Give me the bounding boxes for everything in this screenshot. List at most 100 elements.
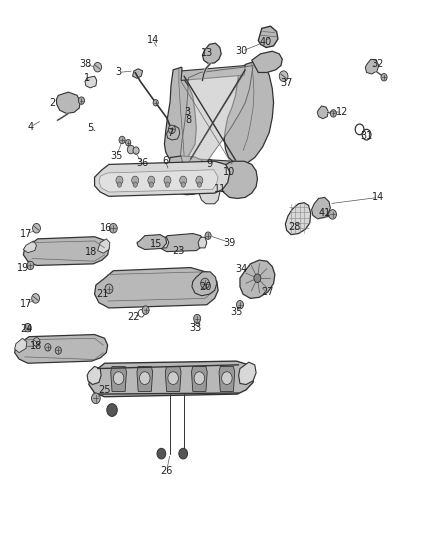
Circle shape	[32, 294, 39, 303]
Text: 13: 13	[201, 48, 213, 58]
Polygon shape	[198, 237, 207, 248]
Circle shape	[105, 284, 113, 294]
Text: 17: 17	[20, 229, 32, 239]
Circle shape	[237, 301, 244, 309]
Circle shape	[196, 176, 203, 184]
Polygon shape	[258, 26, 278, 47]
Text: 11: 11	[214, 184, 226, 195]
Polygon shape	[23, 241, 36, 253]
Polygon shape	[165, 367, 181, 391]
Text: 14: 14	[146, 35, 159, 45]
Text: 1: 1	[84, 73, 90, 83]
Polygon shape	[14, 338, 27, 353]
Circle shape	[328, 209, 336, 219]
Circle shape	[194, 314, 201, 323]
Text: 28: 28	[288, 222, 300, 232]
Polygon shape	[240, 260, 275, 298]
Polygon shape	[202, 43, 221, 63]
Circle shape	[153, 100, 158, 106]
Text: 34: 34	[236, 264, 248, 274]
Circle shape	[133, 182, 138, 187]
Circle shape	[110, 223, 117, 233]
Circle shape	[117, 182, 122, 187]
Polygon shape	[159, 237, 169, 248]
Circle shape	[132, 176, 139, 184]
Text: 36: 36	[137, 158, 149, 168]
Polygon shape	[98, 239, 110, 253]
Polygon shape	[166, 126, 180, 140]
Polygon shape	[85, 76, 97, 88]
Circle shape	[194, 372, 205, 384]
Circle shape	[142, 306, 149, 314]
Text: 31: 31	[360, 131, 373, 141]
Text: 14: 14	[372, 192, 385, 203]
Text: 16: 16	[100, 223, 113, 233]
Circle shape	[381, 74, 387, 81]
Circle shape	[222, 372, 232, 384]
Text: 27: 27	[261, 287, 273, 297]
Text: 38: 38	[80, 60, 92, 69]
Polygon shape	[191, 367, 207, 391]
Circle shape	[168, 372, 178, 384]
Polygon shape	[137, 367, 152, 391]
Polygon shape	[164, 67, 196, 163]
Text: 3: 3	[116, 68, 122, 77]
Text: 33: 33	[189, 322, 201, 333]
Circle shape	[179, 448, 187, 459]
Polygon shape	[57, 92, 80, 114]
Circle shape	[55, 347, 61, 354]
Circle shape	[119, 136, 125, 144]
Text: 37: 37	[280, 78, 293, 88]
Text: 2: 2	[49, 98, 55, 108]
Text: 23: 23	[173, 246, 185, 255]
Circle shape	[181, 182, 185, 187]
Polygon shape	[224, 60, 274, 165]
Circle shape	[205, 232, 211, 239]
Circle shape	[164, 176, 171, 184]
Circle shape	[157, 448, 166, 459]
Text: 41: 41	[318, 208, 331, 219]
Text: 19: 19	[17, 263, 29, 272]
Text: 21: 21	[96, 289, 108, 299]
Circle shape	[197, 182, 201, 187]
Circle shape	[140, 372, 150, 384]
Text: 35: 35	[230, 306, 243, 317]
Polygon shape	[95, 161, 230, 196]
Polygon shape	[365, 59, 379, 74]
Circle shape	[78, 97, 85, 104]
Circle shape	[254, 274, 261, 282]
Polygon shape	[87, 367, 101, 384]
Text: 8: 8	[185, 115, 191, 125]
Text: 15: 15	[149, 239, 162, 249]
Polygon shape	[286, 203, 311, 235]
Circle shape	[94, 62, 102, 72]
Polygon shape	[181, 66, 245, 80]
Polygon shape	[219, 161, 258, 198]
Polygon shape	[137, 235, 166, 249]
Text: 24: 24	[20, 324, 32, 334]
Polygon shape	[219, 367, 235, 391]
Circle shape	[107, 403, 117, 416]
Polygon shape	[252, 51, 283, 72]
Text: 30: 30	[236, 46, 248, 56]
Polygon shape	[239, 362, 256, 384]
Text: 25: 25	[99, 385, 111, 395]
Text: 7: 7	[167, 127, 173, 138]
Circle shape	[201, 278, 209, 289]
Polygon shape	[317, 106, 328, 119]
Polygon shape	[180, 66, 253, 172]
Circle shape	[113, 372, 124, 384]
Polygon shape	[311, 197, 330, 219]
Polygon shape	[99, 169, 218, 192]
Text: 26: 26	[160, 466, 173, 476]
Circle shape	[149, 182, 153, 187]
Polygon shape	[14, 335, 108, 364]
Text: 10: 10	[223, 167, 235, 177]
Circle shape	[330, 110, 336, 117]
Text: 39: 39	[224, 238, 236, 247]
Circle shape	[165, 182, 170, 187]
Circle shape	[24, 324, 31, 332]
Circle shape	[33, 338, 40, 346]
Polygon shape	[192, 272, 217, 296]
Polygon shape	[23, 237, 109, 265]
